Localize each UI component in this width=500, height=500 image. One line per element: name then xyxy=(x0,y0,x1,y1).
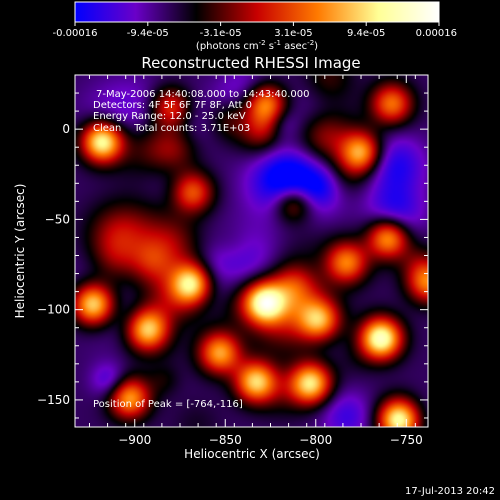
y-axis-label: Heliocentric Y (arcsec) xyxy=(13,184,27,319)
y-tick-label: −150 xyxy=(37,393,70,407)
chart-title: Reconstructed RHESSI Image xyxy=(141,54,360,72)
energy-range-label: Energy Range: 12.0 - 25.0 keV xyxy=(93,111,246,122)
y-tick-label: −50 xyxy=(45,212,70,226)
colorbar-tick-label: -0.00016 xyxy=(53,28,98,39)
axis-ticks: −900 −850 −800 −750 0 −50 −100 −150 xyxy=(37,75,428,447)
colorbar-tick-label: 9.4e-05 xyxy=(347,28,385,39)
footer-timestamp: 17-Jul-2013 20:42 xyxy=(405,486,495,497)
colorbar-tick-label: -9.4e-05 xyxy=(127,28,169,39)
colorbar-tick-label: 3.1e-05 xyxy=(274,28,312,39)
colorbar-tick-label: 0.00016 xyxy=(416,28,457,39)
colorbar xyxy=(74,1,440,23)
heatmap-image xyxy=(75,75,428,427)
method-counts-label: Clean Total counts: 3.71E+03 xyxy=(93,123,250,134)
colorbar-ticks: -0.00016 -9.4e-05 -3.1e-05 3.1e-05 9.4e-05 0.… xyxy=(53,22,457,39)
plot-frame xyxy=(74,74,429,428)
colorbar-units: (photons cm-2 s-1 asec-2) xyxy=(196,39,318,52)
x-tick-label: −850 xyxy=(209,433,242,447)
x-axis-label: Heliocentric X (arcsec) xyxy=(184,447,320,461)
colorbar-tick-label: -3.1e-05 xyxy=(200,28,242,39)
y-tick-label: 0 xyxy=(62,122,70,136)
peak-position-label: Position of Peak = [-764,-116] xyxy=(93,399,243,410)
x-tick-label: −800 xyxy=(299,433,332,447)
info-block: 7-May-2006 14:40:08.000 to 14:43:40.000 … xyxy=(93,89,309,134)
time-range-label: 7-May-2006 14:40:08.000 to 14:43:40.000 xyxy=(96,89,309,100)
detectors-label: Detectors: 4F 5F 6F 7F 8F, Att 0 xyxy=(93,100,252,111)
x-tick-label: −900 xyxy=(118,433,151,447)
y-tick-label: −100 xyxy=(37,303,70,317)
x-tick-label: −750 xyxy=(390,433,423,447)
